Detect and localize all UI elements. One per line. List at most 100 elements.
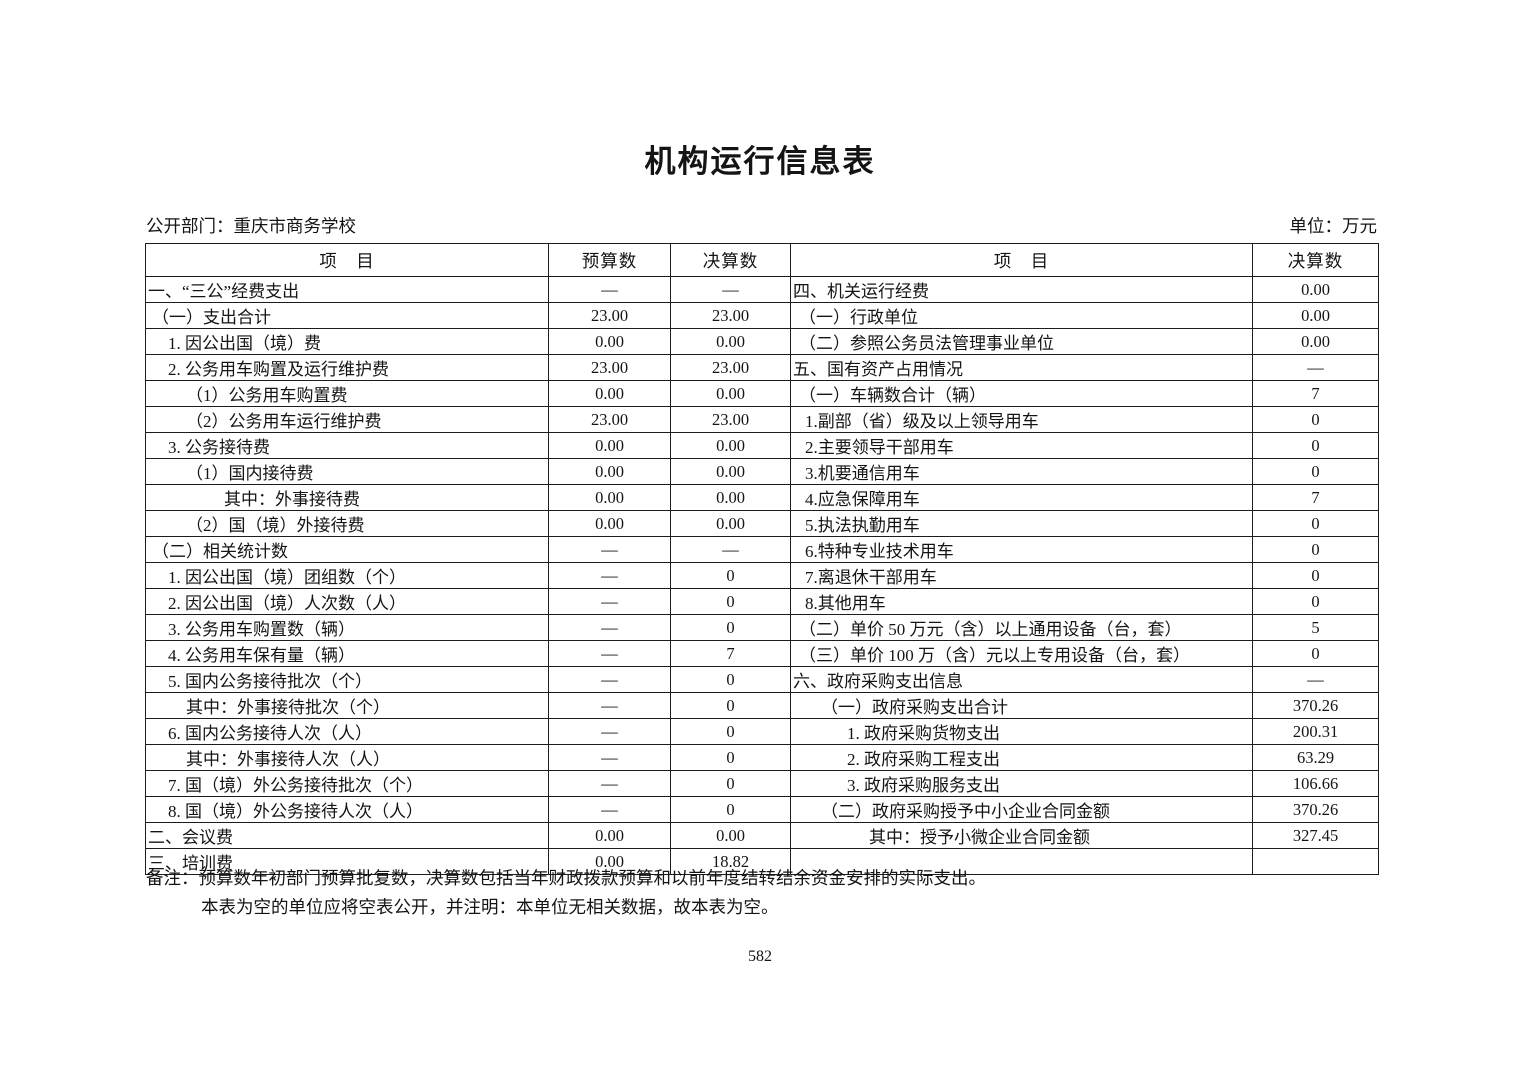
item-cell-right: 3.机要通信用车: [790, 458, 1253, 485]
final-cell-left: —: [670, 276, 791, 303]
item-cell-right: 5.执法执勤用车: [790, 510, 1253, 537]
final-cell-left: 0: [670, 562, 791, 589]
final-cell-left: 23.00: [670, 406, 791, 433]
final-cell-right: —: [1252, 666, 1379, 693]
budget-cell: 0.00: [548, 848, 671, 875]
final-cell-right: 106.66: [1252, 770, 1379, 797]
item-cell-left: 1. 因公出国（境）费: [145, 328, 549, 355]
table-row: 2. 因公出国（境）人次数（人） —0 8.其他用车 0: [145, 588, 1379, 615]
budget-cell: —: [548, 796, 671, 823]
item-cell-right: 1.副部（省）级及以上领导用车: [790, 406, 1253, 433]
final-cell-left: 7: [670, 640, 791, 667]
final-cell-right: 0: [1252, 588, 1379, 615]
table-row: 6. 国内公务接待人次（人） —0 1. 政府采购货物支出 200.31: [145, 718, 1379, 745]
item-cell-left: 2. 因公出国（境）人次数（人）: [145, 588, 549, 615]
table-row: （1）公务用车购置费 0.00 0.00 （一）车辆数合计（辆） 7: [145, 380, 1379, 407]
budget-cell: 0.00: [548, 510, 671, 537]
final-cell-left: 0: [670, 588, 791, 615]
final-cell-left: 0: [670, 796, 791, 823]
final-cell-left: 0.00: [670, 510, 791, 537]
final-cell-left: 0.00: [670, 380, 791, 407]
final-cell-left: —: [670, 536, 791, 563]
item-cell-left: 三、培训费: [145, 848, 549, 875]
final-cell-left: 0: [670, 692, 791, 719]
final-cell-right: 0: [1252, 536, 1379, 563]
table-row: 8. 国（境）外公务接待人次（人） —0 （二）政府采购授予中小企业合同金额 370.…: [145, 796, 1379, 823]
final-cell-right: 0: [1252, 458, 1379, 485]
budget-cell: —: [548, 666, 671, 693]
table-header-row: 项 目 预算数 决算数 项 目 决算数: [145, 243, 1379, 277]
table-row: （1）国内接待费 0.00 0.00 3.机要通信用车 0: [145, 458, 1379, 485]
final-cell-right: 0: [1252, 640, 1379, 667]
table-row: 二、会议费 0.00 0.00 其中：授予小微企业合同金额 327.45: [145, 822, 1379, 849]
final-cell-right: 0.00: [1252, 302, 1379, 329]
table-row: 三、培训费 0.00 18.82: [145, 848, 1379, 875]
final-cell-right: 63.29: [1252, 744, 1379, 771]
final-cell-left: 0: [670, 718, 791, 745]
table-row: （二）相关统计数 — —6.特种专业技术用车 0: [145, 536, 1379, 563]
budget-cell: —: [548, 588, 671, 615]
final-cell-left: 0: [670, 744, 791, 771]
budget-cell: —: [548, 744, 671, 771]
table-row: 其中：外事接待人次（人） —0 2. 政府采购工程支出 63.29: [145, 744, 1379, 771]
final-cell-left: 0.00: [670, 822, 791, 849]
final-cell-right: 7: [1252, 484, 1379, 511]
note-line: 备注：预算数年初部门预算批复数，决算数包括当年财政拨款预算和以前年度结转结余资金…: [146, 868, 986, 888]
item-cell-left: 其中：外事接待批次（个）: [145, 692, 549, 719]
final-cell-left: 0: [670, 770, 791, 797]
item-cell-left: 二、会议费: [145, 822, 549, 849]
unit-label: 单位：万元: [1289, 216, 1378, 236]
meta-row: 公开部门：重庆市商务学校 单位：万元: [146, 213, 1377, 238]
table-row: （一）支出合计 23.00 23.00 （一）行政单位 0.00: [145, 302, 1379, 329]
item-cell-right: 7.离退休干部用车: [790, 562, 1253, 589]
item-cell-right: （二）参照公务员法管理事业单位: [790, 328, 1253, 355]
item-cell-right: 2. 政府采购工程支出: [790, 744, 1253, 771]
col-header-final-right: 决算数: [1252, 243, 1379, 277]
budget-cell: 23.00: [548, 406, 671, 433]
final-cell-right: 200.31: [1252, 718, 1379, 745]
item-cell-right: 六、政府采购支出信息: [790, 666, 1253, 693]
item-cell-right: 3. 政府采购服务支出: [790, 770, 1253, 797]
final-cell-right: 370.26: [1252, 692, 1379, 719]
table-row: 其中：外事接待费 0.00 0.00 4.应急保障用车 7: [145, 484, 1379, 511]
final-cell-right: 5: [1252, 614, 1379, 641]
item-cell-right: [790, 848, 1253, 875]
operation-info-table: 项 目 预算数 决算数 项 目 决算数 一、“三公”经费支出 — — 四、机关运行经费…: [145, 243, 1379, 875]
item-cell-right: 四、机关运行经费: [790, 276, 1253, 303]
item-cell-left: 1. 因公出国（境）团组数（个）: [145, 562, 549, 589]
item-cell-left: 其中：外事接待人次（人）: [145, 744, 549, 771]
final-cell-right: 0: [1252, 510, 1379, 537]
final-cell-left: 0: [670, 614, 791, 641]
table-row: 3. 公务接待费 0.00 0.00 2.主要领导干部用车 0: [145, 432, 1379, 459]
final-cell-left: 23.00: [670, 354, 791, 381]
item-cell-right: （一）行政单位: [790, 302, 1253, 329]
notes: 备注：预算数年初部门预算批复数，决算数包括当年财政拨款预算和以前年度结转结余资金…: [146, 864, 1377, 922]
item-cell-left: 2. 公务用车购置及运行维护费: [145, 354, 549, 381]
table-row: 5. 国内公务接待批次（个） —0 六、政府采购支出信息 —: [145, 666, 1379, 693]
final-cell-left: 23.00: [670, 302, 791, 329]
item-cell-left: （2）公务用车运行维护费: [145, 406, 549, 433]
final-cell-right: [1252, 848, 1379, 875]
table-row: 7. 国（境）外公务接待批次（个） —0 3. 政府采购服务支出 106.66: [145, 770, 1379, 797]
budget-cell: —: [548, 562, 671, 589]
item-cell-left: （1）公务用车购置费: [145, 380, 549, 407]
budget-cell: —: [548, 718, 671, 745]
budget-cell: 23.00: [548, 354, 671, 381]
item-cell-right: 其中：授予小微企业合同金额: [790, 822, 1253, 849]
table-row: 4. 公务用车保有量（辆） —7 （三）单价 100 万（含）元以上专用设备（台，套…: [145, 640, 1379, 667]
budget-cell: 0.00: [548, 380, 671, 407]
table-row: 1. 因公出国（境）团组数（个） —0 7.离退休干部用车 0: [145, 562, 1379, 589]
note-line: 本表为空的单位应将空表公开，并注明：本单位无相关数据，故本表为空。: [201, 897, 779, 917]
col-header-item-left: 项 目: [145, 243, 549, 277]
final-cell-right: 7: [1252, 380, 1379, 407]
table-body: 一、“三公”经费支出 — — 四、机关运行经费 0.00 （一）支出合计 23.00 23.0…: [145, 276, 1379, 875]
item-cell-left: 3. 公务用车购置数（辆）: [145, 614, 549, 641]
table-row: （2）公务用车运行维护费 23.00 23.00 1.副部（省）级及以上领导用车 0: [145, 406, 1379, 433]
item-cell-right: 2.主要领导干部用车: [790, 432, 1253, 459]
table-row: 一、“三公”经费支出 — — 四、机关运行经费 0.00: [145, 276, 1379, 303]
item-cell-left: 其中：外事接待费: [145, 484, 549, 511]
budget-cell: —: [548, 640, 671, 667]
table-row: （2）国（境）外接待费 0.00 0.00 5.执法执勤用车 0: [145, 510, 1379, 537]
budget-cell: 0.00: [548, 328, 671, 355]
